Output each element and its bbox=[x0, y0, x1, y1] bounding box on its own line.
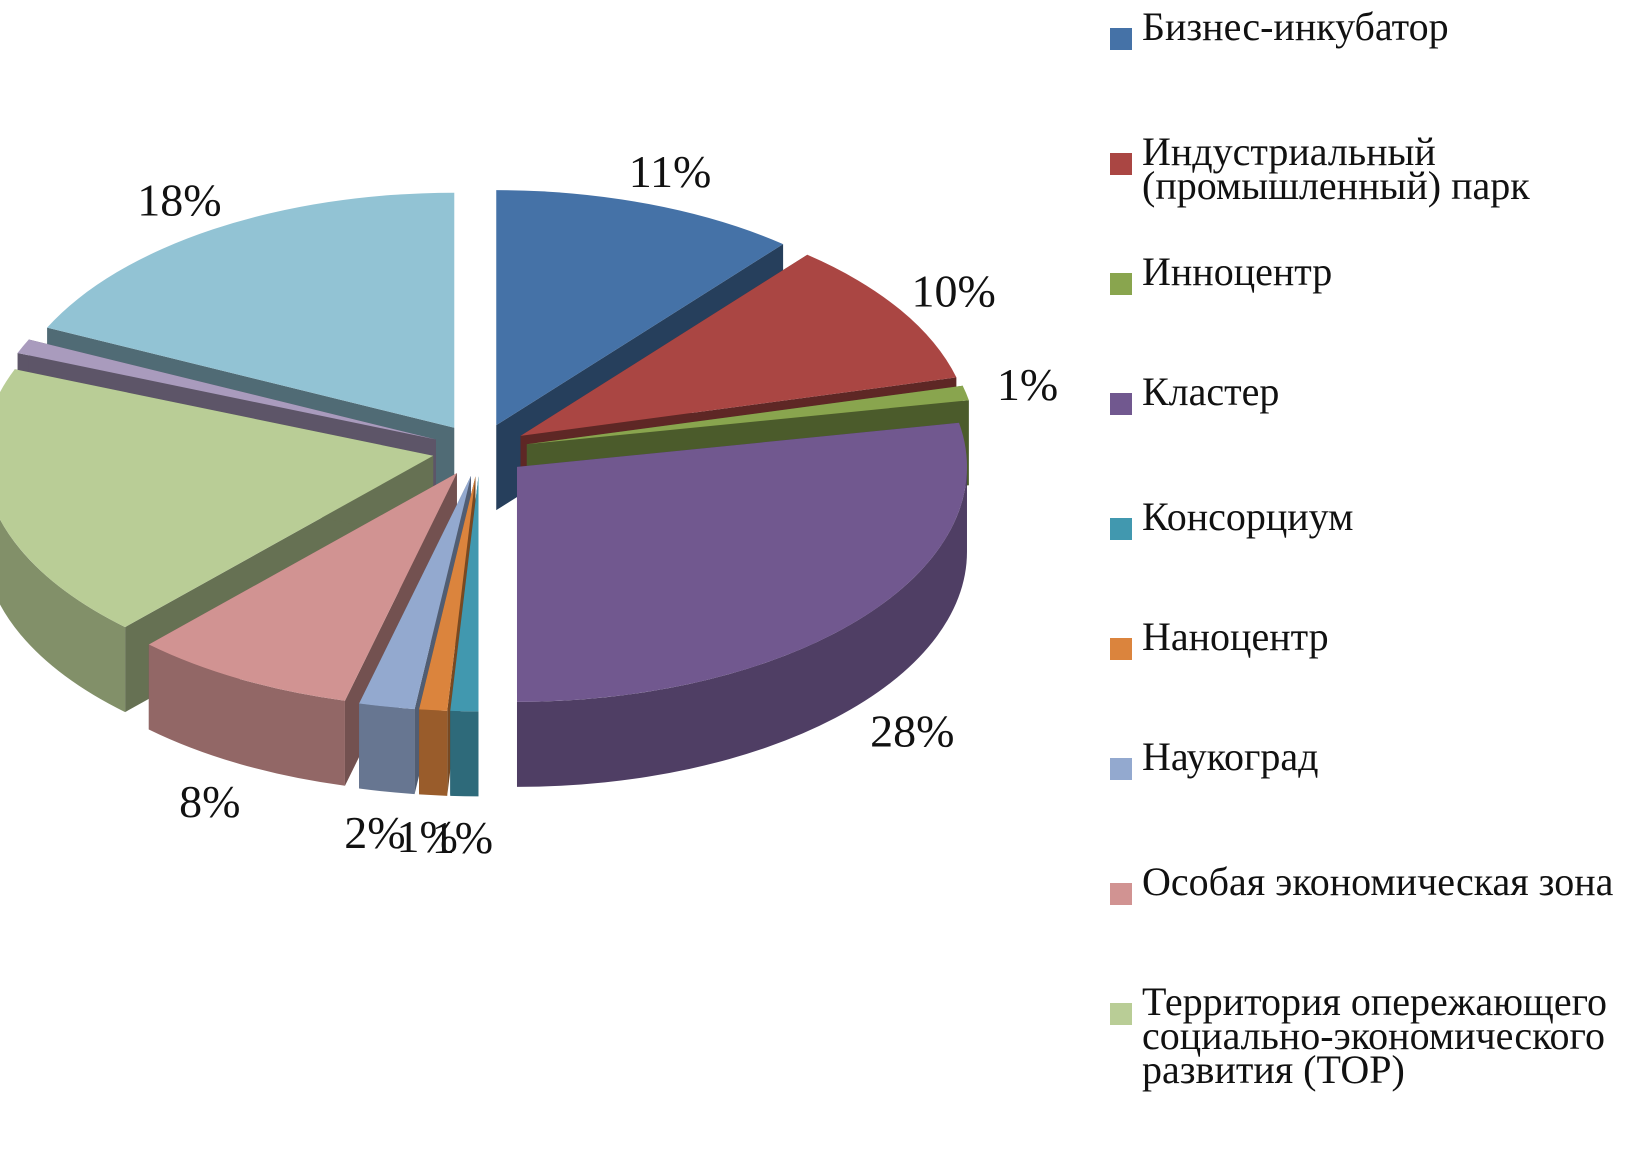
pie-slice bbox=[450, 476, 479, 797]
pie-slice-side bbox=[148, 644, 345, 786]
legend-swatch bbox=[1110, 638, 1132, 660]
pie-data-label: 11% bbox=[629, 146, 712, 197]
pie-data-label: 1% bbox=[997, 359, 1058, 410]
legend-item: Индустриальный (промышленный) парк bbox=[1110, 129, 1530, 208]
pie-slice-side bbox=[359, 703, 415, 795]
legend-label: Инноцентр bbox=[1142, 249, 1333, 294]
pie-slice-top bbox=[148, 473, 457, 701]
legend: Бизнес-инкубатор Индустриальный (промышле… bbox=[1110, 0, 1650, 1165]
legend-swatch bbox=[1110, 273, 1132, 295]
legend-label: Территория опережающего социально-эконом… bbox=[1142, 979, 1607, 1092]
legend-item: Кластер bbox=[1110, 369, 1280, 415]
pie-data-label: 10% bbox=[912, 265, 996, 316]
pie-slice-top bbox=[526, 385, 969, 445]
pie-slice-top bbox=[359, 475, 472, 710]
legend-item: Инноцентр bbox=[1110, 249, 1333, 295]
pie-slice-top bbox=[516, 422, 967, 702]
legend-label: Бизнес-инкубатор bbox=[1142, 4, 1449, 49]
pie-slices bbox=[0, 190, 969, 797]
legend-item: Консорциум bbox=[1110, 494, 1354, 540]
pie-data-label: 2% bbox=[344, 807, 405, 858]
legend-swatch bbox=[1110, 518, 1132, 540]
legend-item: Бизнес-инкубатор bbox=[1110, 4, 1449, 50]
pie-data-label: 28% bbox=[870, 706, 954, 757]
pie-slice-top bbox=[17, 339, 436, 440]
legend-label: Кластер bbox=[1142, 369, 1280, 414]
pie-slice-side bbox=[419, 709, 448, 796]
legend-swatch bbox=[1110, 28, 1132, 50]
pie-slice-side bbox=[450, 710, 479, 797]
legend-label: Наукоград bbox=[1142, 734, 1319, 779]
pie-data-label: 18% bbox=[137, 175, 221, 226]
pie-slice-top bbox=[496, 190, 784, 426]
legend-label: Консорциум bbox=[1142, 494, 1354, 539]
pie-slice-top bbox=[520, 254, 957, 436]
legend-swatch bbox=[1110, 758, 1132, 780]
legend-swatch bbox=[1110, 153, 1132, 175]
legend-label: Особая экономическая зона bbox=[1142, 859, 1614, 904]
legend-swatch bbox=[1110, 883, 1132, 905]
legend-item: Наукоград bbox=[1110, 734, 1319, 780]
legend-item: Территория опережающего социально-эконом… bbox=[1110, 979, 1607, 1092]
legend-swatch bbox=[1110, 393, 1132, 415]
pie-data-label: 8% bbox=[179, 776, 240, 827]
pie-slice-top bbox=[450, 476, 479, 712]
legend-swatch bbox=[1110, 1003, 1132, 1025]
pie-data-label: 1% bbox=[432, 812, 493, 863]
legend-label: Индустриальный (промышленный) парк bbox=[1142, 129, 1530, 208]
pie-slice-top bbox=[419, 476, 476, 711]
legend-item: Наноцентр bbox=[1110, 614, 1329, 660]
pie-chart: 11%10%1%28%1%1%2%8%19%1%18% bbox=[0, 146, 1058, 863]
pie-labels: 11%10%1%28%1%1%2%8%19%1%18% bbox=[137, 146, 1058, 863]
pie-slice-top bbox=[0, 369, 434, 628]
pie-data-label: 1% bbox=[397, 811, 458, 862]
pie-slice bbox=[516, 422, 967, 787]
legend-item: Особая экономическая зона bbox=[1110, 859, 1614, 905]
pie-slice-side bbox=[0, 519, 126, 713]
legend-label: Наноцентр bbox=[1142, 614, 1329, 659]
pie-slice-side bbox=[516, 466, 967, 787]
pie-slice-top bbox=[47, 192, 455, 428]
